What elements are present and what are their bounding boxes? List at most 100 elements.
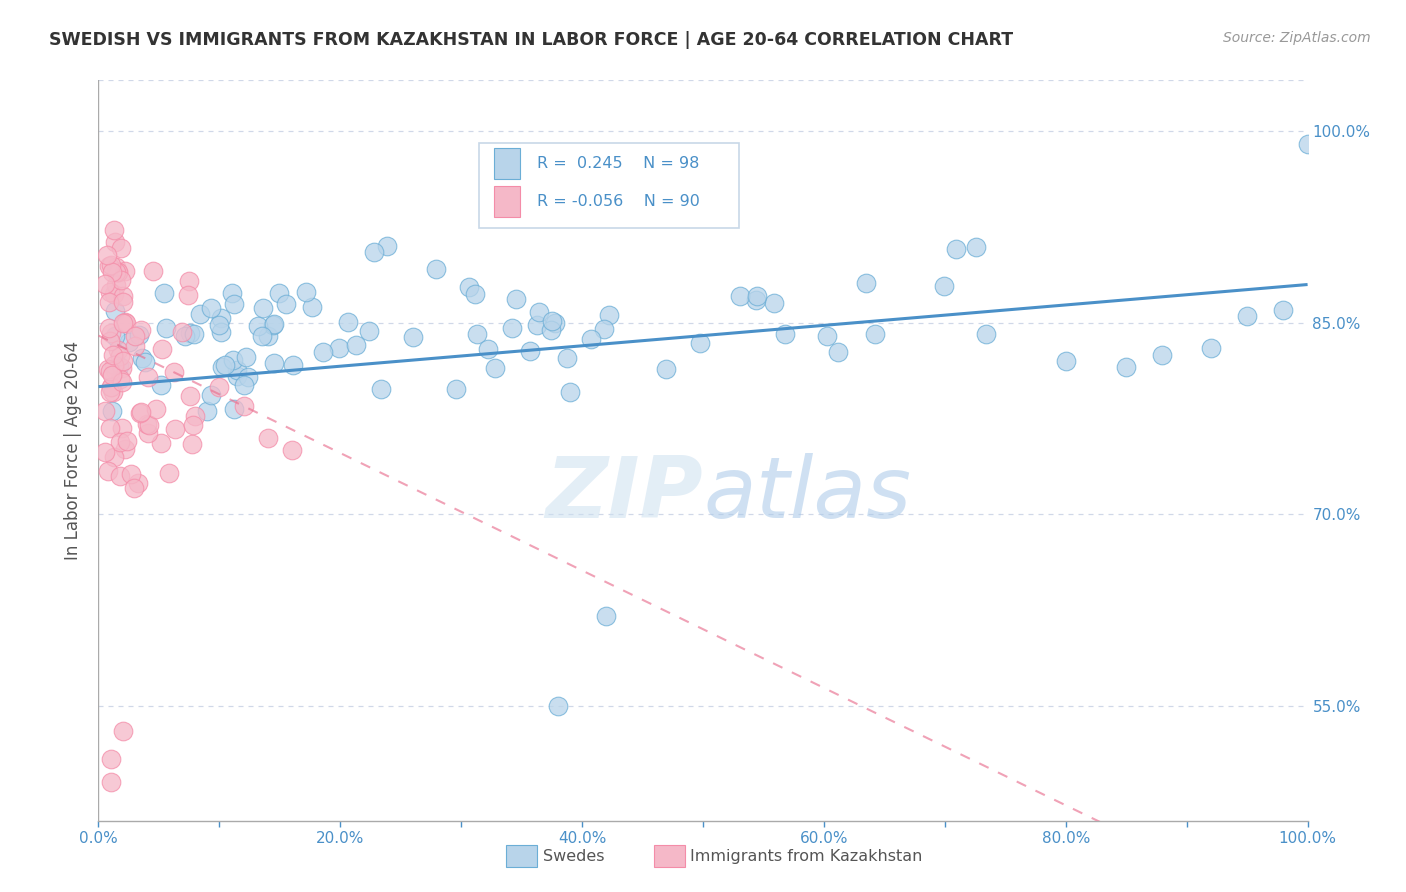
Point [134, 355, 156, 369]
Point [155, 320, 177, 334]
Point [104, 329, 127, 343]
Point [855, 277, 877, 291]
Point [104, 235, 127, 249]
Point [101, 368, 124, 382]
Point [375, 239, 398, 253]
Point [135, 417, 157, 431]
Point [745, 293, 768, 307]
Point [555, 351, 578, 365]
Point [252, 301, 274, 315]
Point [1272, 303, 1295, 318]
Point [232, 399, 254, 413]
Point [1054, 354, 1077, 368]
Point [527, 304, 550, 318]
Point [103, 385, 125, 400]
FancyBboxPatch shape [479, 144, 740, 228]
Point [281, 443, 304, 458]
Point [112, 289, 135, 303]
Point [98, 364, 121, 378]
Point [945, 243, 967, 257]
Point [544, 316, 567, 330]
Point [211, 359, 233, 374]
Point [236, 370, 259, 384]
Point [94, 404, 117, 418]
Point [763, 295, 786, 310]
Point [128, 327, 150, 342]
Point [179, 326, 201, 341]
Point [163, 366, 186, 380]
Point [262, 318, 284, 332]
Point [200, 301, 222, 316]
Point [593, 322, 616, 336]
Point [328, 341, 350, 355]
Point [505, 292, 527, 306]
Point [104, 304, 127, 318]
Point [295, 285, 318, 299]
Point [101, 265, 124, 279]
Point [301, 300, 323, 314]
Point [157, 466, 180, 480]
Point [98, 259, 121, 273]
Point [932, 279, 955, 293]
Point [150, 377, 173, 392]
Point [111, 724, 134, 739]
Point [104, 260, 127, 275]
Point [263, 356, 285, 370]
Point [127, 475, 149, 490]
Point [425, 261, 447, 276]
Point [235, 350, 257, 364]
Point [101, 404, 124, 418]
Point [111, 376, 134, 390]
Point [598, 308, 620, 322]
Point [226, 368, 249, 383]
Point [150, 435, 173, 450]
Point [263, 317, 285, 331]
Point [179, 389, 201, 403]
Point [110, 273, 132, 287]
Point [180, 436, 202, 450]
Point [222, 352, 245, 367]
Point [150, 342, 173, 356]
Point [558, 385, 581, 400]
Point [100, 775, 122, 789]
Point [98, 294, 121, 309]
Point [108, 349, 131, 363]
Point [464, 286, 486, 301]
Point [110, 371, 132, 385]
Point [200, 388, 222, 402]
Point [208, 379, 231, 393]
Point [100, 326, 122, 340]
Point [689, 335, 711, 350]
Point [163, 422, 186, 436]
Point [136, 370, 159, 384]
Point [312, 344, 335, 359]
Text: R = -0.056    N = 90: R = -0.056 N = 90 [537, 194, 700, 210]
Point [120, 467, 142, 481]
Point [1199, 342, 1222, 356]
Point [114, 315, 136, 329]
Point [98, 285, 121, 299]
Point [111, 360, 134, 375]
Point [221, 285, 243, 300]
Point [458, 280, 481, 294]
Point [115, 317, 138, 331]
Point [107, 265, 129, 279]
Point [124, 339, 146, 353]
Point [465, 326, 488, 341]
Point [257, 328, 280, 343]
Point [526, 318, 548, 332]
Point [344, 337, 367, 351]
Point [222, 296, 245, 310]
Point [226, 362, 249, 376]
Point [138, 418, 160, 433]
Point [111, 316, 134, 330]
Point [145, 401, 167, 416]
Point [250, 329, 273, 343]
Y-axis label: In Labor Force | Age 20-64: In Labor Force | Age 20-64 [63, 341, 82, 560]
Point [444, 382, 467, 396]
Point [107, 343, 129, 357]
Point [108, 359, 131, 373]
Point [281, 358, 304, 372]
Point [775, 327, 797, 342]
Point [541, 314, 564, 328]
